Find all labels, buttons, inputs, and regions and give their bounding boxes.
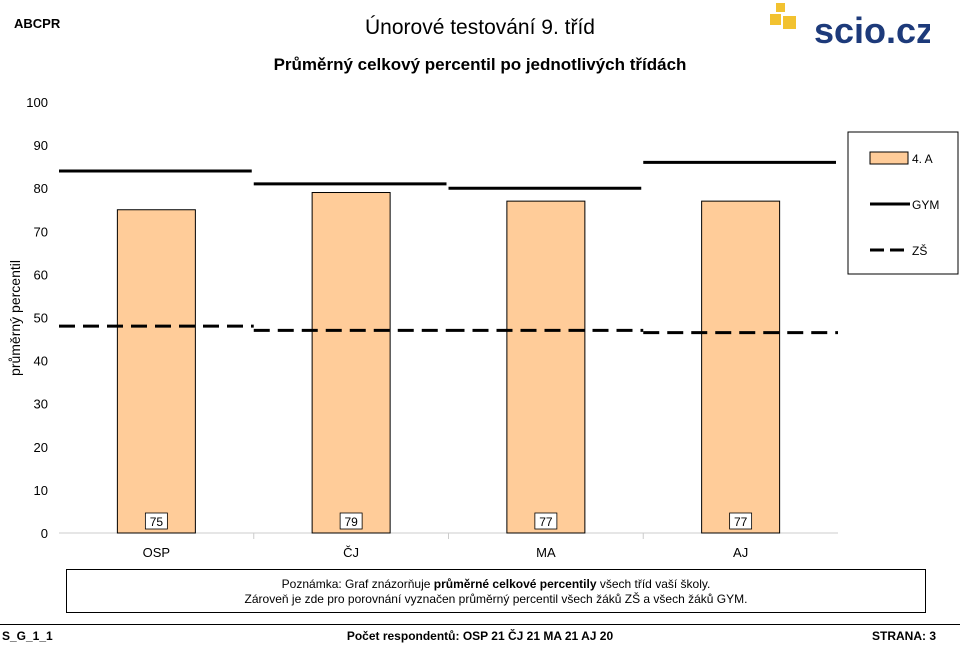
logo-square (776, 3, 785, 12)
chart-title: Průměrný celkový percentil po jednotlivý… (273, 55, 687, 74)
chart: 0 10 20 30 40 50 60 70 80 90 100 75 OSP 79 ČJ 77 MA 77 AJ 4… (26, 95, 959, 560)
y-tick-label: 30 (34, 397, 48, 412)
x-tick-label: ČJ (343, 545, 359, 560)
data-label: 77 (539, 515, 553, 529)
footer-divider (0, 624, 960, 625)
report-code: ABCPR (14, 16, 61, 31)
logo-square (770, 14, 781, 25)
y-tick-label: 70 (34, 224, 48, 239)
bar-aj (701, 200, 781, 534)
bar-ma (506, 200, 586, 534)
report-title: Únorové testování 9. tříd (365, 16, 595, 39)
y-tick-label: 60 (34, 267, 48, 282)
bar-čj (311, 192, 391, 534)
logo-text: scio.cz (814, 10, 930, 49)
note-line-1: Poznámka: Graf znázorňuje průměrné celko… (67, 577, 925, 592)
data-label: 77 (734, 515, 748, 529)
data-label-box (729, 512, 753, 530)
footer-code: S_G_1_1 (2, 629, 53, 643)
footer-page: STRANA: 3 (871, 629, 936, 643)
y-tick-label: 20 (34, 440, 48, 455)
note-text: všech tříd vaší školy. (596, 577, 711, 591)
note-line-2: Zároveň je zde pro porovnání vyznačen pr… (244, 592, 748, 606)
data-label-box (144, 512, 168, 530)
logo-square (783, 16, 796, 29)
y-tick-label: 0 (41, 526, 48, 541)
data-label-box (339, 512, 363, 530)
x-tick-label: AJ (733, 545, 748, 560)
data-label-box (534, 512, 558, 530)
y-tick-label: 90 (34, 138, 48, 153)
data-label: 79 (344, 515, 358, 529)
bar-osp (116, 209, 196, 534)
scio-logo: scio.cz (770, 3, 930, 49)
legend-label: GYM (912, 198, 939, 212)
note-text: Poznámka: Graf znázorňuje (281, 577, 434, 591)
x-tick-label: MA (536, 545, 556, 560)
legend-swatch-bar (869, 151, 909, 165)
y-tick-label: 50 (34, 311, 48, 326)
y-tick-label: 100 (26, 95, 48, 110)
data-label: 75 (150, 515, 164, 529)
footer-respondents: Počet respondentů: OSP 21 ČJ 21 MA 21 AJ… (346, 629, 614, 643)
legend-label: ZŠ (912, 243, 927, 258)
y-tick-label: 80 (34, 181, 48, 196)
y-tick-label: 10 (34, 483, 48, 498)
x-tick-label: OSP (143, 545, 170, 560)
note-emphasis: průměrné celkové percentily (433, 577, 597, 591)
note-box: Poznámka: Graf znázorňuje průměrné celko… (66, 569, 926, 613)
y-tick-label: 40 (34, 354, 48, 369)
legend-label: 4. A (912, 152, 933, 166)
